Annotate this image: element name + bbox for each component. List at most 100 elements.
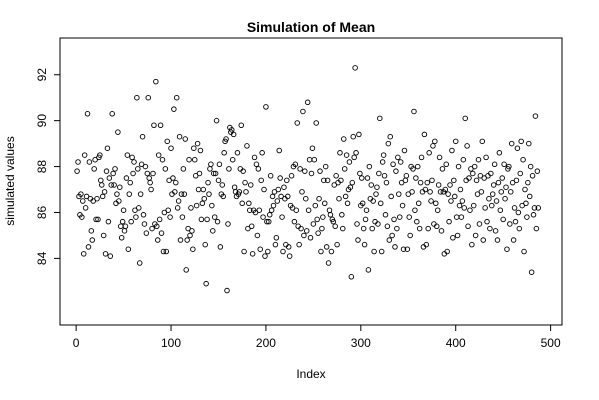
point (125, 246, 132, 252)
point (293, 207, 300, 213)
point (240, 168, 246, 174)
point (272, 241, 279, 248)
point (311, 156, 318, 163)
point (347, 184, 354, 190)
x-tick-label: 400 (446, 336, 466, 350)
point (126, 191, 133, 197)
point (397, 159, 404, 165)
point (140, 212, 147, 218)
x-tick-label: 300 (351, 336, 371, 350)
point (223, 136, 229, 142)
point (211, 214, 218, 220)
point (305, 207, 312, 213)
point (514, 145, 521, 151)
point (215, 177, 222, 184)
point (146, 175, 152, 181)
point (432, 138, 438, 145)
point (433, 200, 439, 207)
point (202, 241, 208, 248)
point (328, 248, 335, 255)
point (404, 246, 411, 252)
point (188, 205, 194, 211)
point (136, 260, 143, 266)
y-tick-label: 84 (35, 251, 49, 265)
point (265, 248, 271, 255)
point (459, 198, 466, 204)
point (385, 140, 392, 147)
point (396, 214, 403, 220)
point (111, 182, 117, 188)
point (205, 179, 211, 186)
point (199, 200, 206, 207)
point (415, 163, 421, 170)
point (464, 143, 470, 149)
point (451, 177, 457, 184)
point (377, 115, 383, 122)
point (91, 166, 97, 172)
point (349, 179, 356, 186)
point (106, 175, 113, 181)
point (366, 163, 373, 170)
point (253, 161, 260, 168)
point (394, 225, 400, 232)
y-tick-label: 86 (35, 206, 49, 220)
point (183, 267, 189, 273)
point (102, 251, 109, 257)
point (426, 150, 432, 156)
point (116, 198, 122, 204)
point (324, 177, 331, 184)
point (303, 228, 310, 234)
point (401, 147, 408, 154)
point (409, 189, 415, 195)
point (424, 179, 430, 186)
point (178, 191, 185, 197)
point (142, 163, 149, 170)
point (486, 195, 492, 202)
point (521, 248, 527, 255)
point (443, 161, 449, 168)
point (216, 161, 223, 168)
point (356, 131, 362, 138)
point (373, 191, 379, 197)
point (357, 170, 363, 177)
point (108, 182, 114, 188)
point (436, 154, 443, 161)
point (145, 94, 152, 101)
point (341, 166, 348, 172)
point (518, 138, 524, 145)
point (189, 228, 195, 234)
point (467, 207, 473, 213)
point (99, 182, 105, 188)
point (299, 189, 305, 195)
point (206, 191, 212, 197)
point (110, 170, 116, 177)
point (352, 65, 358, 71)
point (270, 202, 277, 209)
point (98, 177, 104, 184)
point (197, 147, 204, 154)
point (497, 207, 504, 213)
point (251, 154, 258, 161)
point (489, 202, 495, 209)
point (520, 156, 526, 163)
point (296, 241, 302, 248)
point (534, 168, 541, 174)
point (333, 173, 339, 179)
point (370, 198, 376, 204)
x-tick-label: 500 (541, 336, 561, 350)
point (365, 267, 372, 273)
point (322, 200, 328, 207)
point (148, 186, 154, 193)
point (109, 111, 115, 117)
point (525, 179, 531, 186)
chart-title: Simulation of Mean (247, 19, 375, 35)
point (494, 237, 501, 243)
point (383, 179, 390, 186)
point (180, 166, 187, 172)
point (173, 179, 179, 186)
point (280, 248, 286, 255)
point (81, 152, 88, 158)
point (94, 195, 100, 202)
point (84, 111, 91, 117)
